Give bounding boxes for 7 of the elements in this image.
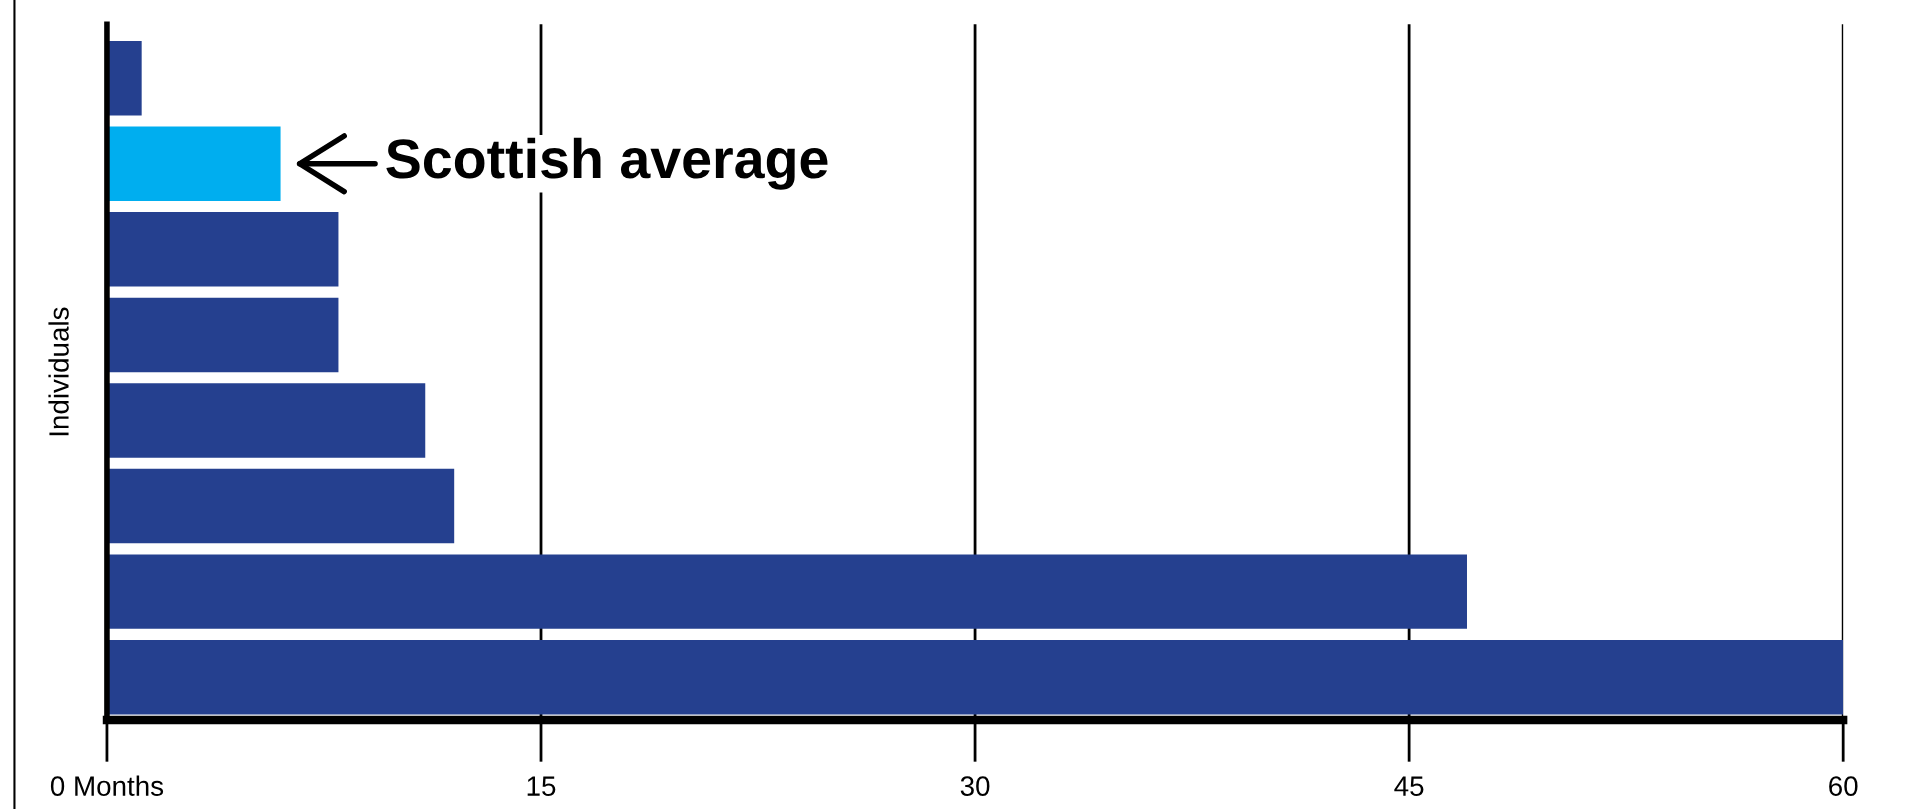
annotation: Scottish average bbox=[386, 137, 828, 190]
x-tick-label: 30 bbox=[960, 776, 990, 796]
x-tick-label: 0 Months bbox=[50, 775, 164, 796]
x-tick-label: 15 bbox=[527, 776, 556, 796]
x-tick-label: 45 bbox=[1394, 776, 1424, 796]
x-tick-label: 60 bbox=[1829, 776, 1858, 796]
y-axis-title: Individuals bbox=[48, 307, 69, 436]
